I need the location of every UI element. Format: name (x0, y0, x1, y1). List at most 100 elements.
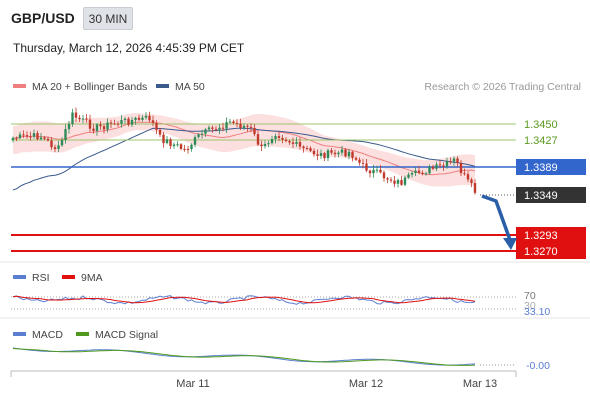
candle-body (277, 136, 281, 138)
candles (11, 107, 477, 195)
candle-body (267, 143, 270, 145)
candle-body (312, 150, 316, 155)
candle-body (403, 177, 407, 185)
candle-body (260, 144, 263, 147)
candle-body (197, 134, 200, 138)
candle-body (148, 115, 151, 121)
x-tick-mar-12: Mar 12 (349, 378, 383, 390)
candle-body (351, 151, 354, 158)
candle-body (400, 180, 403, 185)
candle-body (88, 119, 92, 129)
candle-body (253, 127, 256, 135)
candle-body (32, 133, 36, 137)
candle-body (116, 123, 120, 125)
candle-body (323, 153, 326, 159)
ma20-legend-label: MA 20 + Bollinger Bands (32, 81, 147, 93)
macd-signal-legend-swatch (76, 332, 89, 336)
candle-body (225, 122, 228, 129)
ma20-legend-swatch (13, 84, 26, 88)
candle-body (95, 124, 99, 131)
candle-body (379, 169, 382, 173)
candle-body (428, 166, 431, 174)
candle-body (407, 174, 410, 178)
timeframe-button[interactable]: 30 MIN (83, 7, 133, 30)
candle-body (228, 121, 232, 123)
ma50-legend-swatch (156, 84, 169, 88)
candle-body (445, 161, 449, 167)
candle-body (60, 139, 64, 146)
candle-body (214, 128, 218, 130)
macd-legend-swatch (13, 332, 26, 336)
candle-body (452, 158, 456, 162)
candle-body (263, 144, 267, 147)
candle-body (298, 141, 302, 147)
candle-body (274, 136, 277, 140)
candle-body (92, 128, 95, 131)
candle-body (459, 162, 463, 174)
candle-body (239, 123, 242, 128)
candle-body (354, 157, 358, 160)
candle-body (127, 118, 130, 125)
rsi-last-value: 33.10 (524, 306, 550, 318)
candle-body (414, 170, 417, 174)
candle-body (393, 180, 396, 184)
rsi-lines (12, 295, 476, 305)
candle-body (347, 151, 351, 157)
candle-body (309, 148, 312, 151)
candle-body (102, 126, 106, 130)
candle-body (305, 148, 309, 150)
candle-body (71, 112, 74, 124)
watermark: Research © 2026 Trading Central (424, 81, 581, 93)
candle-body (470, 179, 473, 184)
candle-body (368, 170, 372, 174)
candle-body (15, 137, 18, 139)
candle-body (43, 137, 46, 139)
rsi-legend-swatch (13, 275, 26, 279)
candle-body (396, 180, 400, 184)
candle-body (449, 161, 452, 163)
candle-body (169, 139, 172, 147)
candle-body (235, 123, 239, 125)
candle-body (435, 164, 438, 169)
rsi-ma-legend-swatch (62, 275, 75, 279)
candle-body (344, 149, 347, 157)
candle-body (221, 127, 225, 129)
candle-body (179, 144, 183, 149)
candle-body (246, 125, 249, 127)
candle-body (137, 117, 141, 120)
candle-body (211, 127, 214, 129)
candle-body (130, 119, 134, 125)
candle-body (141, 117, 144, 120)
rsi-ma-legend-label: 9MA (81, 272, 103, 284)
candle-body (337, 152, 340, 155)
candle-body (120, 120, 123, 124)
candle-body (358, 159, 361, 163)
macd-line (12, 347, 476, 366)
bollinger-band-area (13, 113, 475, 187)
forecast-arrow (481, 194, 512, 241)
candle-body (99, 124, 102, 127)
candle-body (302, 146, 305, 149)
macd-lines (12, 347, 476, 366)
candle-body (438, 164, 442, 166)
x-tick-mar-13: Mar 13 (463, 378, 497, 390)
candle-body (424, 173, 428, 175)
macd-signal-legend-label: MACD Signal (95, 329, 158, 341)
forecast-arrowhead (503, 238, 517, 250)
candle-body (176, 144, 179, 146)
candle-body (144, 115, 148, 118)
candle-body (288, 141, 291, 143)
candle-body (218, 127, 221, 130)
candle-body (333, 152, 337, 155)
candle-body (155, 122, 158, 130)
candle-body (57, 145, 60, 149)
resistance-2-label: 1.3450 (524, 119, 558, 131)
candle-body (232, 121, 235, 124)
candle-body (186, 148, 190, 150)
candle-body (340, 149, 344, 153)
macd-last-value: -0.00 (526, 360, 550, 372)
candle-body (389, 179, 393, 181)
candle-body (134, 117, 137, 120)
